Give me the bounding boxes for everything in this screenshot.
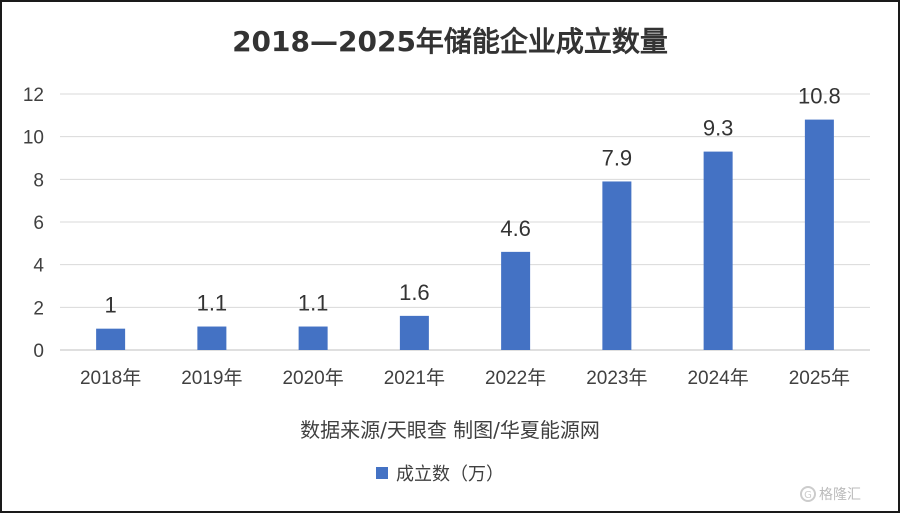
data-label: 1.1 — [298, 291, 329, 316]
legend-label: 成立数（万） — [396, 464, 504, 485]
x-tick-label: 2025年 — [789, 367, 850, 389]
y-tick-label: 12 — [23, 85, 44, 106]
bar — [602, 181, 632, 350]
data-label: 1 — [105, 293, 117, 318]
bar — [298, 326, 328, 350]
watermark-text: 格隆汇 — [819, 487, 861, 503]
data-label: 9.3 — [703, 116, 734, 141]
chart-title: 2018—2025年储能企业成立数量 — [232, 25, 668, 58]
y-tick-label: 0 — [33, 341, 44, 362]
x-tick-label: 2022年 — [485, 367, 546, 389]
y-tick-label: 4 — [33, 256, 44, 277]
bar — [804, 119, 834, 350]
legend-swatch — [376, 467, 388, 479]
bar — [197, 326, 227, 350]
bar — [703, 151, 733, 350]
x-tick-label: 2019年 — [181, 367, 242, 389]
watermark-logo-icon: G — [800, 486, 816, 502]
y-tick-label: 6 — [33, 213, 44, 234]
y-tick-label: 10 — [23, 128, 44, 149]
bar — [501, 251, 531, 350]
x-tick-label: 2021年 — [384, 367, 445, 389]
data-label: 1.6 — [399, 280, 430, 305]
data-label: 4.6 — [500, 216, 531, 241]
x-tick-label: 2018年 — [80, 367, 141, 389]
watermark: G 格隆汇 — [800, 484, 861, 504]
data-label: 10.8 — [798, 84, 841, 109]
bar — [399, 315, 429, 350]
bar — [96, 328, 126, 350]
data-label: 1.1 — [197, 291, 228, 316]
x-tick-label: 2023年 — [586, 367, 647, 389]
data-label: 7.9 — [602, 145, 633, 170]
x-tick-label: 2024年 — [687, 367, 748, 389]
legend: 成立数（万） — [376, 461, 504, 485]
x-tick-label: 2020年 — [282, 367, 343, 389]
source-note: 数据来源/天眼查 制图/华夏能源网 — [300, 418, 600, 442]
y-tick-label: 2 — [33, 298, 44, 319]
y-tick-label: 8 — [33, 170, 44, 191]
